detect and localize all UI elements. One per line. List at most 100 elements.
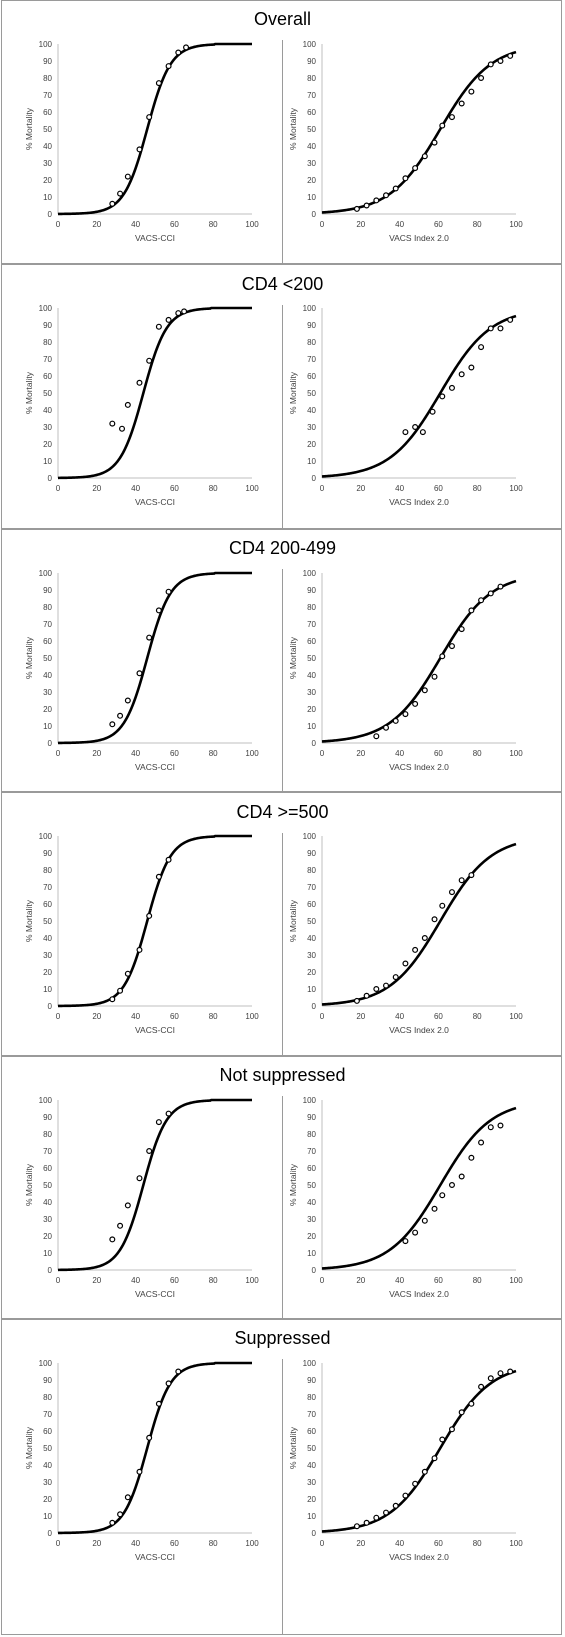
y-axis-label: % Mortality [24,1163,34,1206]
y-tick-label: 100 [39,569,53,578]
y-tick-label: 0 [312,1002,317,1011]
x-tick-label: 80 [209,484,218,493]
y-tick-label: 10 [43,1249,52,1258]
y-tick-label: 60 [307,900,316,909]
y-tick-label: 0 [48,739,53,748]
y-tick-label: 20 [307,1232,316,1241]
data-point [124,401,131,408]
x-tick-label: 60 [434,1539,443,1548]
x-tick-label: 100 [509,1539,523,1548]
y-tick-label: 20 [307,705,316,714]
y-tick-label: 70 [307,1147,316,1156]
fitted-curve-not-suppressed-cci [57,1098,252,1272]
panel-title-not-suppressed: Not suppressed [219,1065,346,1085]
x-tick-label: 100 [509,1276,523,1285]
x-axis-label: VACS Index 2.0 [389,497,449,507]
y-tick-label: 70 [307,1410,316,1419]
data-point [497,1370,504,1377]
data-point [109,200,116,207]
x-tick-label: 0 [320,1276,325,1285]
x-tick-label: 0 [320,220,325,229]
data-point [183,44,190,51]
y-tick-label: 80 [43,866,52,875]
data-point [155,323,162,330]
panel-title-overall: Overall [253,9,311,29]
data-point [458,877,465,884]
y-tick-label: 60 [43,1164,52,1173]
fitted-curve-cd4-200-499-index2 [321,579,517,743]
data-point [448,384,455,391]
y-axis-label: % Mortality [288,899,298,942]
y-tick-label: 60 [43,372,52,381]
y-tick-label: 80 [43,1130,52,1139]
x-tick-label: 40 [131,1539,140,1548]
x-axis-label: VACS-CCI [135,762,175,772]
y-tick-label: 20 [43,440,52,449]
x-tick-label: 40 [395,1539,404,1548]
y-tick-label: 0 [48,1266,53,1275]
y-tick-label: 10 [307,1512,316,1521]
data-point [448,643,455,650]
y-tick-label: 100 [303,832,317,841]
data-point [439,902,446,909]
data-point [497,325,504,332]
y-axis-label: % Mortality [288,1426,298,1469]
y-tick-label: 40 [307,1198,316,1207]
fitted-curve-suppressed-index2 [321,1369,517,1533]
x-tick-label: 80 [473,1012,482,1021]
data-point [439,1192,446,1199]
x-axis-label: VACS Index 2.0 [389,1025,449,1035]
y-tick-label: 100 [39,832,53,841]
y-axis-label: % Mortality [24,899,34,942]
data-point [497,583,504,590]
data-point [181,308,188,315]
y-tick-label: 0 [312,1266,317,1275]
data-point [383,982,390,989]
y-tick-label: 100 [303,569,317,578]
y-tick-label: 0 [48,210,53,219]
x-tick-label: 0 [320,1012,325,1021]
x-tick-label: 60 [170,220,179,229]
y-tick-label: 60 [43,900,52,909]
panel-frame-not-suppressed [1,1056,562,1319]
data-point [353,1523,360,1530]
y-tick-label: 30 [307,688,316,697]
data-point [124,1202,131,1209]
y-tick-label: 30 [307,159,316,168]
x-tick-label: 0 [56,749,61,758]
data-point [136,670,143,677]
data-point [421,934,428,941]
y-tick-label: 80 [43,338,52,347]
fitted-curve-cd4-200-499-cci [57,571,252,745]
x-axis-label: VACS-CCI [135,1025,175,1035]
x-tick-label: 60 [434,1276,443,1285]
data-point [155,873,162,880]
y-tick-label: 50 [43,125,52,134]
x-axis-label: VACS-CCI [135,1552,175,1562]
data-point [468,364,475,371]
data-point [165,588,172,595]
y-tick-label: 30 [307,423,316,432]
y-tick-label: 0 [312,739,317,748]
data-point [439,653,446,660]
data-point [402,429,409,436]
y-tick-label: 40 [43,1198,52,1207]
data-point [165,856,172,863]
data-point [383,1509,390,1516]
panel-divider-cd4-ge500 [282,833,283,1056]
y-tick-label: 10 [43,457,52,466]
y-tick-label: 70 [43,1410,52,1419]
x-tick-label: 60 [170,1539,179,1548]
y-tick-label: 30 [43,688,52,697]
data-point [353,997,360,1004]
data-point [109,996,116,1003]
y-tick-label: 70 [307,620,316,629]
data-point [136,146,143,153]
y-tick-label: 60 [307,637,316,646]
y-tick-label: 10 [307,1249,316,1258]
y-tick-label: 70 [307,355,316,364]
x-tick-label: 0 [320,1539,325,1548]
y-tick-label: 40 [43,671,52,680]
y-tick-label: 40 [307,671,316,680]
